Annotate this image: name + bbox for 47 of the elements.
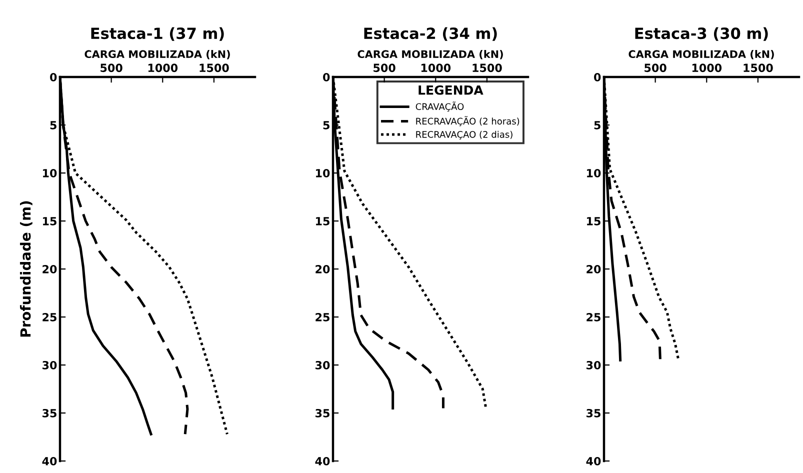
y-tick-label: 15 [587, 217, 600, 226]
y-tick-label: 35 [316, 408, 330, 418]
legend-label: CRAVAÇÃO [416, 102, 464, 112]
x-tick-label: 1500 [200, 64, 229, 72]
y-tick-label: 5 [594, 121, 600, 130]
y-tick-label: 40 [586, 456, 601, 466]
y-axis-title: Profundidade (m) [20, 201, 32, 337]
x-axis-title: CARGA MOBILIZADA (kN) [358, 50, 503, 60]
y-tick-label: 0 [594, 72, 601, 82]
y-tick-label: 10 [316, 168, 330, 178]
y-tick-label: 25 [42, 312, 56, 322]
y-tick-label: 10 [587, 168, 601, 178]
y-tick-label: 20 [316, 264, 330, 274]
y-tick-label: 30 [586, 360, 601, 370]
y-tick-label: 30 [42, 360, 57, 370]
y-tick-label: 10 [43, 168, 57, 178]
y-tick-label: 30 [316, 360, 330, 370]
chart-title: Estaca-2 (34 m) [364, 27, 497, 41]
y-tick-label: 0 [323, 72, 330, 82]
y-tick-label: 20 [586, 264, 601, 274]
y-tick-label: 25 [316, 312, 330, 322]
y-tick-label: 5 [50, 121, 56, 130]
x-tick-label: 1500 [744, 64, 773, 72]
y-tick-label: 35 [586, 408, 600, 418]
y-tick-label: 20 [42, 264, 57, 274]
legend-label: RECRAVAÇÃO (2 horas) [416, 116, 520, 126]
y-tick-label: 5 [323, 121, 330, 130]
x-tick-label: 500 [100, 64, 122, 72]
y-tick-label: 40 [315, 456, 330, 466]
x-tick-label: 500 [374, 64, 396, 72]
y-tick-label: 0 [50, 72, 57, 82]
x-axis-title: CARGA MOBILIZADA (kN) [84, 50, 230, 60]
y-tick-label: 40 [42, 456, 57, 466]
x-tick-label: 1500 [472, 64, 502, 72]
chart-title: Estaca-1 (37 m) [91, 27, 224, 41]
x-axis-title: CARGA MOBILIZADA (kN) [628, 50, 774, 60]
y-tick-label: 15 [316, 217, 330, 226]
legend-label: RECRAVAÇAO (2 dias) [416, 130, 512, 140]
y-tick-label: 15 [43, 217, 56, 226]
y-tick-label: 25 [586, 312, 600, 322]
chart-title: Estaca-3 (30 m) [635, 27, 768, 41]
x-tick-label: 1000 [692, 64, 722, 72]
x-tick-label: 1000 [148, 64, 178, 72]
x-tick-label: 1000 [421, 64, 451, 72]
legend-title: LEGENDA [418, 85, 484, 95]
x-tick-label: 500 [644, 64, 666, 72]
y-tick-label: 35 [42, 408, 56, 418]
